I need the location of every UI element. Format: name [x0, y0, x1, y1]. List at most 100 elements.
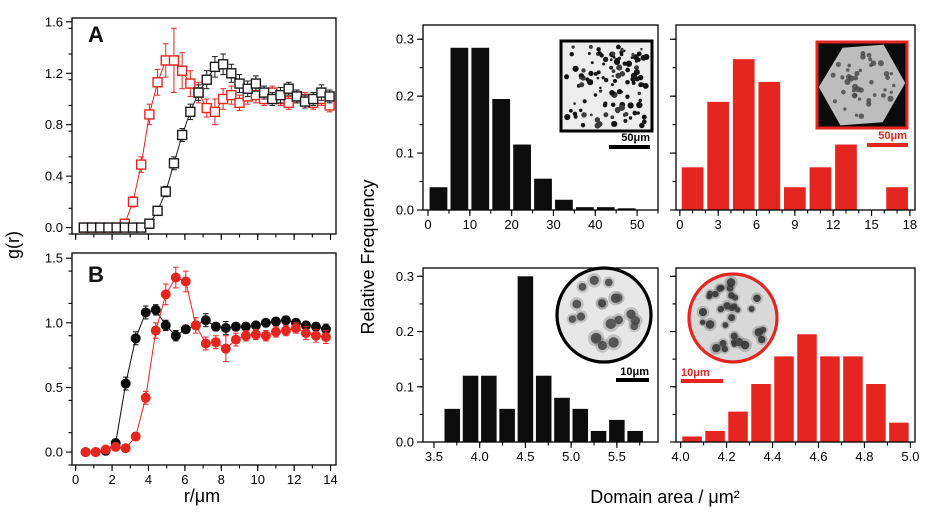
- hist-bar: [444, 408, 461, 442]
- hist-bars: [444, 276, 643, 442]
- inset-image-frame: [555, 266, 653, 364]
- scale-bar: [609, 145, 650, 149]
- hist-bar: [535, 375, 552, 442]
- svg-text:1.0: 1.0: [45, 315, 63, 330]
- svg-text:3.5: 3.5: [425, 449, 443, 464]
- histLargeBlack-group: 0 10 20 30 40 50 0.0 0.1 0.2 0.3 50μm: [396, 24, 659, 232]
- svg-text:12: 12: [287, 472, 301, 487]
- svg-text:6: 6: [753, 217, 760, 232]
- histSmallRed-group: 4.0 4.2 4.4 4.6 4.8 5.0 10μm: [670, 267, 920, 464]
- series-red-filled-circles: [80, 266, 331, 458]
- r-x-axis-label: r/μm: [183, 486, 221, 506]
- hist-bars: [681, 59, 908, 211]
- svg-text:0.0: 0.0: [45, 220, 63, 235]
- svg-text:3: 3: [715, 217, 722, 232]
- hist-bar: [835, 144, 857, 210]
- svg-text:5.0: 5.0: [901, 449, 919, 464]
- scale-bar: [867, 143, 908, 147]
- series-red-open-squares: [78, 27, 335, 233]
- hist-bar: [758, 81, 781, 210]
- svg-text:14: 14: [323, 472, 337, 487]
- hist-bar: [886, 187, 908, 210]
- hist-bar: [705, 430, 725, 442]
- hist-bar: [707, 101, 730, 210]
- svg-text:1.5: 1.5: [45, 251, 63, 266]
- hist-bar: [751, 384, 771, 442]
- tick-labels: 3.5 4.0 4.5 5.0 5.5 0.0 0.1 0.2 0.3: [396, 269, 626, 464]
- error-bars: [122, 27, 333, 227]
- scale-bar-label: 50μm: [621, 132, 650, 144]
- svg-text:40: 40: [588, 217, 602, 232]
- svg-text:4.2: 4.2: [718, 449, 736, 464]
- tick-labels: 0.0 0.4 0.8 1.2 1.6: [45, 14, 63, 235]
- svg-text:0.5: 0.5: [45, 380, 63, 395]
- axis-ticks: [66, 21, 332, 240]
- hist-bar: [843, 356, 863, 442]
- hist-bar: [732, 59, 755, 211]
- hist-bar: [513, 144, 531, 210]
- hist-bar: [809, 167, 832, 210]
- svg-text:0.0: 0.0: [45, 445, 63, 460]
- hist-bar: [866, 384, 886, 442]
- svg-text:4.0: 4.0: [672, 449, 690, 464]
- hist-bar: [590, 430, 607, 442]
- hist-bar: [681, 167, 704, 210]
- plot-frame: [675, 24, 916, 211]
- panel-a-chart: 0.0 0.4 0.8 1.2 1.6: [45, 14, 337, 240]
- hist-bars: [682, 334, 909, 442]
- micrograph-inset: 10μm: [681, 272, 779, 383]
- tick-labels: 4.0 4.2 4.4 4.6 4.8 5.0: [672, 449, 920, 464]
- panel-b-label: B: [88, 262, 104, 287]
- hist-bar: [555, 199, 573, 210]
- markers: [78, 59, 335, 233]
- hist-bar: [682, 436, 702, 442]
- hist-bar: [575, 207, 594, 210]
- hist-bar: [617, 208, 636, 210]
- svg-text:4: 4: [145, 472, 152, 487]
- svg-text:6: 6: [181, 472, 188, 487]
- panelB-group: 0 2 4 6 8 10 12 14 0.0 0.5 1.0 1.5: [45, 251, 338, 487]
- scale-bar-label: 50μm: [878, 130, 907, 142]
- svg-text:15: 15: [864, 217, 878, 232]
- plot-frame: [675, 267, 916, 443]
- hist-bar: [450, 47, 469, 211]
- svg-text:10: 10: [463, 217, 477, 232]
- svg-text:20: 20: [504, 217, 518, 232]
- svg-text:0: 0: [676, 217, 683, 232]
- series-black-open-squares: [78, 53, 335, 233]
- hist-bar: [889, 422, 909, 442]
- svg-text:0.0: 0.0: [396, 203, 414, 218]
- svg-text:4.8: 4.8: [855, 449, 873, 464]
- panelA-group: 0.0 0.4 0.8 1.2 1.6: [45, 14, 337, 240]
- hist-bar: [783, 187, 806, 210]
- svg-text:0.2: 0.2: [396, 324, 414, 339]
- svg-text:18: 18: [903, 217, 917, 232]
- panel-b-chart: 0 2 4 6 8 10 12 14 0.0 0.5 1.0 1.5: [45, 251, 338, 487]
- hist-bar: [462, 375, 479, 442]
- svg-text:0.4: 0.4: [45, 169, 63, 184]
- svg-text:0: 0: [424, 217, 431, 232]
- markers: [80, 272, 331, 458]
- histogram-black-small-domains: 3.5 4.0 4.5 5.0 5.5 0.0 0.1 0.2 0.3 10μm: [396, 266, 659, 464]
- scale-bar: [681, 379, 723, 383]
- hist-bar: [797, 334, 817, 442]
- histLargeRed-group: 0 3 6 9 12 15 18 50μm: [670, 24, 917, 232]
- micrograph-inset: 50μm: [815, 40, 909, 147]
- histogram-red-large-domains: 0 3 6 9 12 15 18 50μm: [670, 24, 917, 232]
- svg-text:9: 9: [791, 217, 798, 232]
- plot-frame: [422, 267, 659, 443]
- micrograph-inset: 50μm: [559, 39, 654, 149]
- plot-frame: [71, 252, 337, 466]
- plot-frame: [422, 24, 659, 211]
- hist-bar: [499, 408, 515, 442]
- svg-text:5.0: 5.0: [562, 449, 580, 464]
- hist-bars: [429, 47, 636, 211]
- hist-bar: [429, 187, 448, 210]
- hist-bar: [517, 276, 534, 442]
- hist-bar: [554, 397, 570, 442]
- domain-area-axis-label: Domain area / μm²: [590, 487, 740, 507]
- svg-text:50: 50: [630, 217, 644, 232]
- svg-text:2: 2: [108, 472, 115, 487]
- scale-bar: [616, 378, 649, 382]
